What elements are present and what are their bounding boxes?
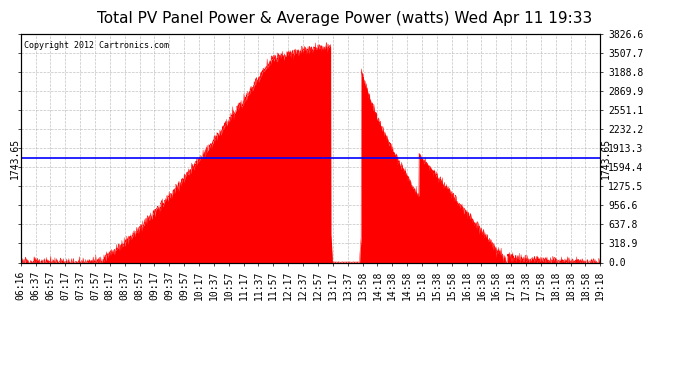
Text: Copyright 2012 Cartronics.com: Copyright 2012 Cartronics.com	[23, 40, 168, 50]
Text: 1743.65: 1743.65	[10, 138, 20, 179]
Text: Total PV Panel Power & Average Power (watts) Wed Apr 11 19:33: Total PV Panel Power & Average Power (wa…	[97, 11, 593, 26]
Text: 1743.65: 1743.65	[601, 138, 611, 179]
